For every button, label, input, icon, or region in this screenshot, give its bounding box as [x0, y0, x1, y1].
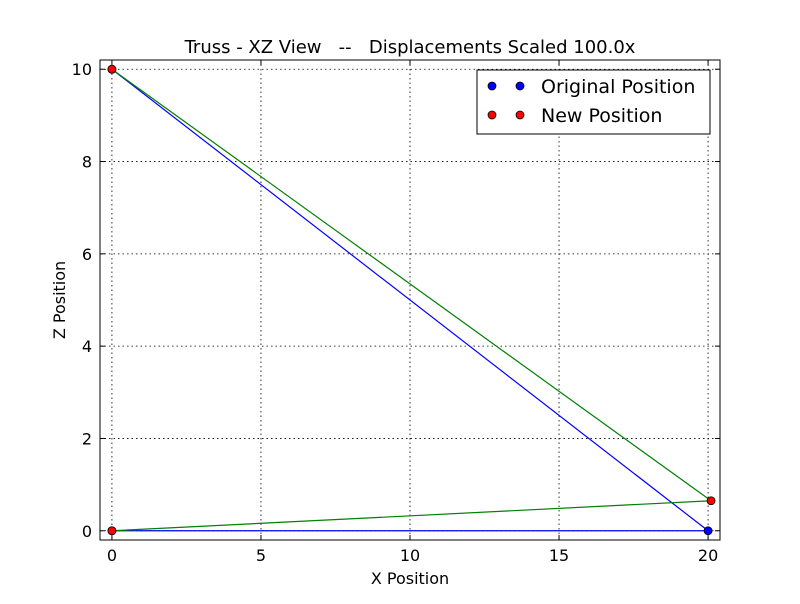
- axis-ticks: 0 5 10 15 20 0 2 4 6 8 10: [72, 60, 720, 565]
- legend-marker: [515, 81, 525, 91]
- original-node-point: [703, 526, 713, 536]
- y-tick-label: 10: [72, 60, 92, 79]
- new-node-point: [107, 64, 117, 74]
- x-tick-label: 10: [400, 546, 420, 565]
- new-node-point: [107, 526, 117, 536]
- y-tick-label: 2: [82, 429, 92, 448]
- y-axis-label: Z Position: [50, 261, 69, 339]
- x-tick-label: 0: [107, 546, 117, 565]
- new-member-line: [111, 68, 712, 502]
- legend-marker: [515, 110, 525, 120]
- y-tick-label: 0: [82, 522, 92, 541]
- y-tick-label: 6: [82, 245, 92, 264]
- x-tick-label: 5: [256, 546, 266, 565]
- legend-label: New Position: [541, 105, 662, 127]
- legend-box: [476, 69, 711, 135]
- y-tick-label: 4: [82, 337, 92, 356]
- x-tick-label: 15: [549, 546, 569, 565]
- x-axis-label: X Position: [371, 569, 449, 588]
- new-member-line: [111, 500, 712, 532]
- y-tick-label: 8: [82, 153, 92, 172]
- new-node-point: [706, 496, 716, 506]
- legend-marker: [487, 110, 497, 120]
- truss-nodes: [107, 64, 716, 536]
- legend-label: Original Position: [541, 76, 695, 98]
- x-tick-label: 20: [698, 546, 718, 565]
- truss-members: [111, 68, 712, 532]
- original-member-line: [111, 68, 709, 532]
- legend-marker: [487, 81, 497, 91]
- legend: Original Position New Position: [476, 69, 711, 135]
- chart-title: Truss - XZ View -- Displacements Scaled …: [184, 37, 636, 58]
